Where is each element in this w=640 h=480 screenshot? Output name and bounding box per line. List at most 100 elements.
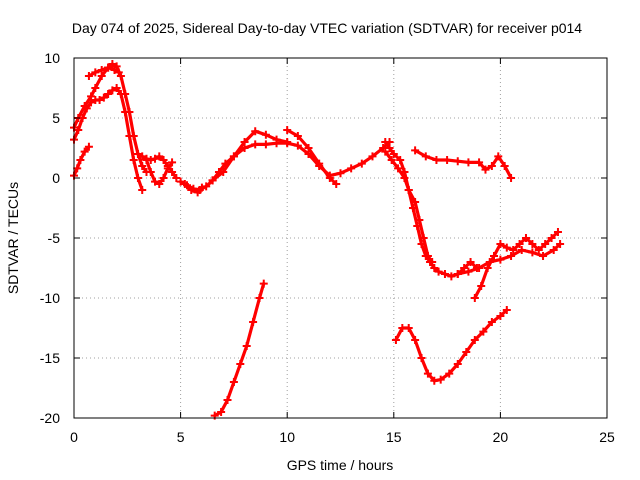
- data-point: [108, 86, 117, 95]
- data-point: [440, 270, 449, 278]
- data-point: [202, 182, 211, 191]
- data-point: [470, 294, 479, 302]
- data-point: [528, 240, 537, 248]
- data-point: [357, 159, 366, 168]
- data-point: [159, 156, 168, 164]
- data-point: [517, 246, 526, 254]
- data-point: [80, 147, 89, 156]
- data-point: [251, 140, 260, 149]
- series-arc-6: [142, 156, 177, 188]
- series-line: [213, 282, 266, 418]
- data-point: [481, 165, 490, 174]
- data-point: [475, 158, 484, 167]
- data-point: [304, 144, 313, 152]
- data-point: [496, 312, 505, 320]
- data-point: [315, 159, 324, 168]
- data-point: [242, 342, 251, 350]
- data-point: [462, 348, 471, 356]
- data-point: [163, 164, 172, 173]
- data-point: [155, 180, 164, 188]
- y-tick-label: -5: [48, 230, 61, 246]
- data-point: [423, 252, 432, 260]
- data-point: [411, 198, 420, 206]
- data-point: [151, 177, 160, 186]
- data-point: [155, 152, 164, 161]
- data-point: [404, 186, 413, 194]
- data-point: [445, 369, 454, 378]
- data-point: [172, 174, 181, 182]
- data-point: [453, 270, 462, 278]
- data-point: [496, 255, 505, 264]
- data-point: [133, 150, 142, 158]
- data-point: [381, 147, 390, 156]
- data-point: [487, 318, 496, 326]
- data-point: [325, 174, 334, 182]
- data-point: [464, 158, 473, 167]
- data-point: [528, 248, 537, 257]
- data-point: [453, 360, 462, 368]
- data-point: [293, 132, 302, 140]
- data-point: [87, 98, 96, 107]
- data-point: [138, 162, 147, 170]
- data-point: [99, 93, 108, 102]
- data-point: [547, 234, 556, 242]
- y-tick-label: -15: [40, 350, 60, 366]
- series-arc-3: [70, 142, 93, 180]
- data-point: [347, 164, 356, 173]
- data-point: [368, 152, 377, 161]
- data-point: [208, 176, 217, 185]
- data-point: [261, 140, 270, 149]
- data-point: [428, 258, 437, 266]
- data-point: [477, 282, 486, 290]
- data-point: [176, 177, 185, 186]
- data-point: [168, 168, 177, 176]
- data-point: [110, 66, 119, 74]
- y-tick-label: -20: [40, 410, 60, 426]
- x-tick-labels: 0 5 10 15 20 25: [70, 429, 615, 445]
- data-point: [453, 157, 462, 166]
- data-point: [419, 234, 428, 242]
- data-point: [394, 164, 403, 173]
- data-point: [507, 174, 516, 182]
- data-point: [336, 169, 345, 178]
- data-point: [138, 186, 147, 194]
- data-point: [142, 156, 151, 164]
- data-point: [483, 264, 492, 272]
- data-point: [146, 168, 155, 176]
- data-point: [387, 156, 396, 164]
- data-point: [385, 144, 394, 152]
- data-point: [509, 246, 518, 254]
- data-point: [417, 354, 426, 362]
- series-arc-2: [70, 84, 147, 194]
- data-point: [485, 258, 494, 266]
- data-point: [475, 264, 484, 272]
- data-point: [332, 180, 341, 188]
- data-point: [415, 216, 424, 224]
- data-point: [187, 186, 196, 194]
- data-point: [217, 408, 226, 416]
- data-point: [116, 90, 125, 98]
- y-tick-label: 5: [52, 110, 60, 126]
- x-tick-label: 10: [279, 429, 295, 445]
- data-point: [389, 150, 398, 158]
- data-point: [549, 246, 558, 254]
- series-arc-7: [176, 138, 394, 194]
- data-point: [84, 142, 93, 151]
- series-arc-12: [381, 147, 437, 266]
- series-arc-15: [453, 240, 565, 278]
- data-point: [261, 130, 270, 139]
- data-point: [391, 336, 400, 344]
- data-point: [104, 90, 113, 98]
- x-tick-label: 25: [599, 429, 615, 445]
- data-point: [500, 162, 509, 170]
- series-line: [72, 62, 149, 174]
- data-point: [219, 168, 228, 176]
- series-line: [413, 148, 513, 180]
- data-point: [479, 327, 488, 336]
- data-point: [223, 396, 232, 404]
- data-point: [104, 63, 113, 72]
- data-point: [125, 132, 134, 140]
- data-point: [447, 272, 456, 281]
- data-point: [404, 324, 413, 332]
- data-point: [430, 376, 439, 385]
